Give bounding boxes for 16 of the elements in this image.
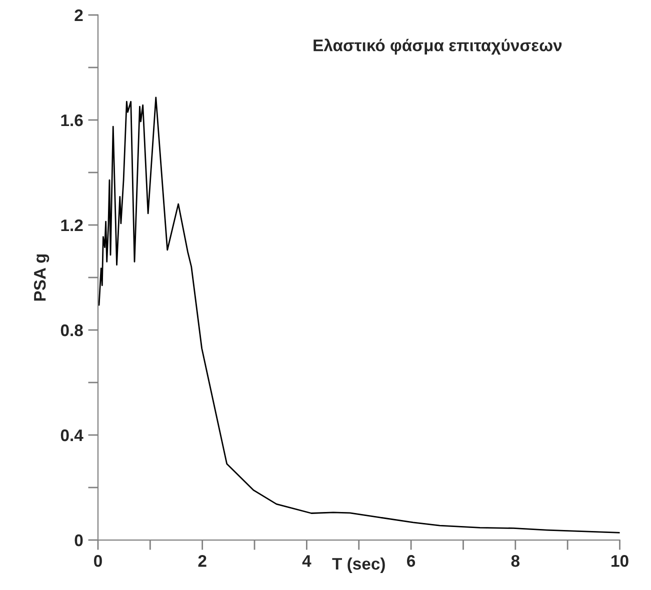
- x-tick-label: 10: [612, 555, 628, 567]
- y-tick-label: 0.8: [60, 324, 83, 336]
- line-series: [98, 96, 620, 534]
- y-tick-label: 0.4: [60, 429, 84, 442]
- y-tick-label: 0: [74, 534, 83, 546]
- y-tick-label: 1.2: [61, 219, 83, 232]
- y-tick-label: 2: [74, 9, 83, 22]
- x-tick-label: 0: [94, 555, 102, 567]
- y-tick-label: 1.6: [61, 114, 83, 126]
- y-axis-title: PSA g: [34, 254, 50, 301]
- x-tick-label: 8: [511, 555, 520, 567]
- x-axis-title: T (sec): [332, 557, 385, 573]
- x-tick-label: 4: [302, 555, 312, 567]
- x-tick-label: 2: [198, 555, 206, 567]
- x-tick-label: 6: [407, 555, 416, 567]
- text: Ελαστικό φάσμα επιταχύνσεων: [314, 38, 562, 55]
